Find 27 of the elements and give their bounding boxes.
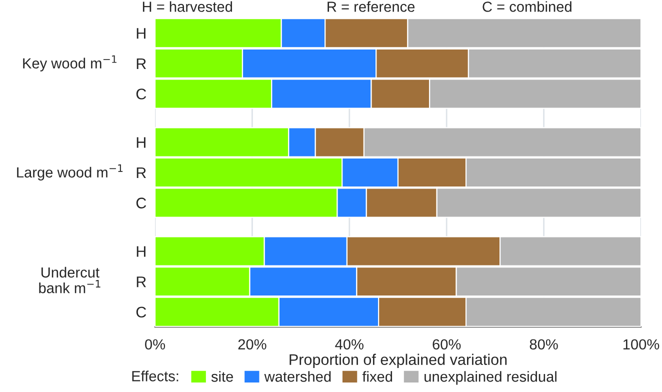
x-tick-label: 60% [432, 339, 461, 350]
legend-title: Effects: [132, 370, 178, 382]
text: R = reference [328, 1, 415, 12]
y-tick-label: C [136, 198, 146, 208]
text: Large wood m$^{−1}$ [17, 164, 123, 180]
y-tick-label: C [136, 88, 146, 100]
y-tick-label: R [136, 168, 146, 178]
text: C = combined [482, 1, 572, 12]
y-tick-label: R [136, 276, 146, 288]
y-tick-label: H [136, 246, 146, 257]
y-tick-label: H [136, 137, 146, 148]
y-tick-label: C [136, 306, 146, 318]
x-axis-title: Proportion of explained variation [290, 354, 507, 368]
legend-label: site [211, 371, 234, 382]
legend-label: watershed [264, 371, 331, 382]
x-tick-label: 0% [145, 339, 166, 350]
y-tick-label: R [136, 58, 146, 69]
text: H = harvested [142, 1, 232, 12]
text: Undercut bank m$^{−1}$ [39, 266, 100, 294]
y-tick-label: H [136, 28, 146, 39]
x-tick-label: 20% [238, 339, 266, 350]
legend-label: fixed [362, 371, 392, 382]
x-tick-label: 100% [623, 339, 660, 350]
legend-label: unexplained residual [424, 371, 556, 385]
text: Key wood m$^{−1}$ [23, 55, 116, 72]
x-tick-label: 80% [530, 339, 558, 350]
x-tick-label: 40% [335, 339, 364, 350]
